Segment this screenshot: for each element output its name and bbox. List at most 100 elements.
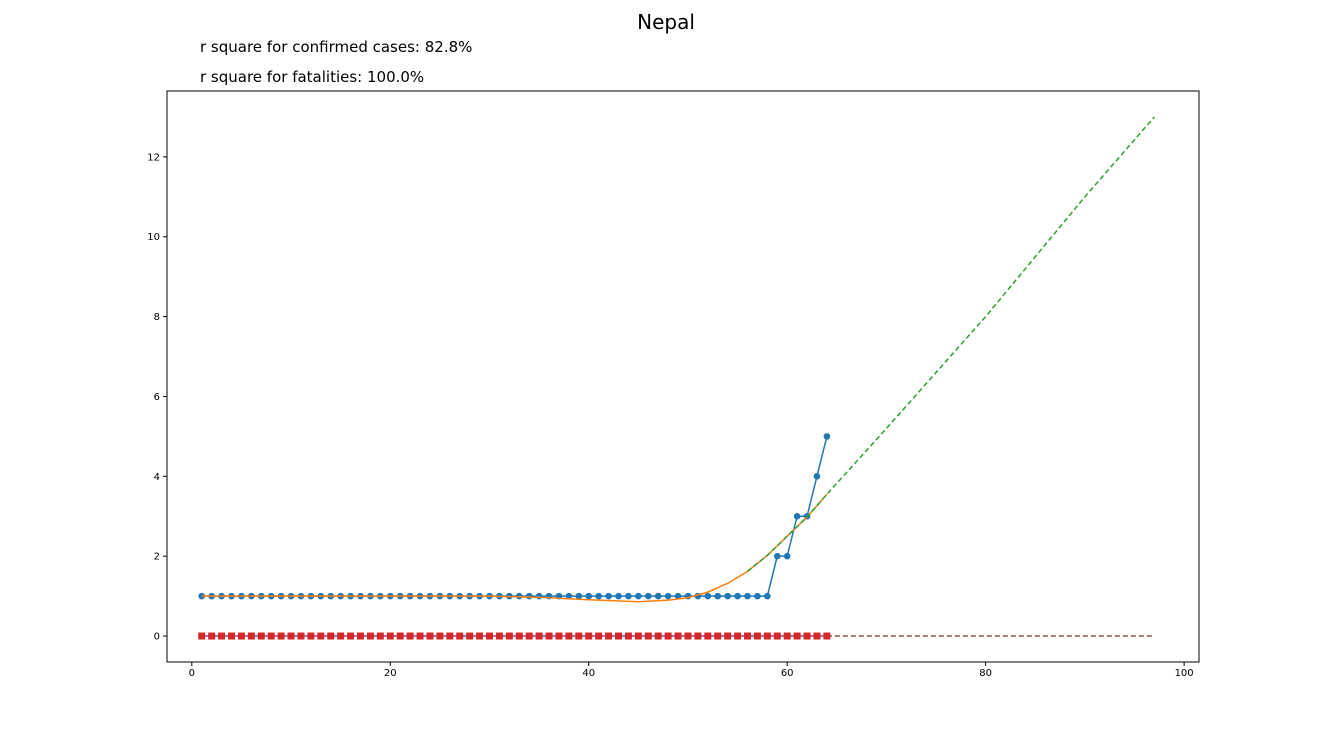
confirmed-point bbox=[674, 592, 682, 600]
confirmed-point bbox=[664, 592, 672, 600]
fatalities-point bbox=[396, 632, 404, 640]
fatalities-point bbox=[456, 632, 464, 640]
confirmed-point bbox=[525, 592, 533, 600]
fatalities-point bbox=[436, 632, 444, 640]
fatalities-point bbox=[247, 632, 255, 640]
fatalities-point bbox=[505, 632, 513, 640]
confirmed-point bbox=[744, 592, 751, 600]
fatalities-point bbox=[704, 632, 712, 640]
confirmed-point bbox=[813, 473, 821, 480]
confirmed-point bbox=[714, 592, 722, 600]
fatalities-point bbox=[753, 632, 761, 640]
fatalities-point bbox=[277, 632, 285, 640]
fatalities-point bbox=[237, 632, 245, 640]
fatalities-point bbox=[376, 632, 384, 640]
y-tick-label: 4 bbox=[154, 472, 160, 483]
fatalities-point bbox=[555, 632, 563, 640]
fatalities-point bbox=[495, 632, 503, 640]
confirmed-point bbox=[625, 592, 632, 600]
confirmed-point bbox=[764, 592, 771, 600]
fatalities-point bbox=[347, 632, 355, 640]
confirmed-point bbox=[724, 592, 731, 600]
fatalities-point bbox=[793, 632, 801, 640]
fatalities-point bbox=[684, 632, 692, 640]
fatalities-point bbox=[615, 632, 622, 640]
fatalities-point bbox=[823, 632, 831, 640]
x-tick-label: 60 bbox=[781, 668, 794, 679]
y-tick-label: 10 bbox=[147, 232, 160, 243]
fatalities-point bbox=[267, 632, 275, 640]
fatalities-point bbox=[674, 632, 682, 640]
confirmed-point bbox=[793, 512, 801, 520]
fatalities-point bbox=[307, 632, 315, 640]
confirmed-point bbox=[773, 552, 781, 560]
y-tick-label: 0 bbox=[154, 632, 160, 643]
y-tick-label: 8 bbox=[154, 312, 160, 323]
confirmed-point bbox=[654, 592, 662, 600]
fatalities-point bbox=[466, 632, 474, 640]
fatalities-point bbox=[406, 632, 414, 640]
confirmed-projection-line bbox=[747, 116, 1155, 572]
confirmed-point bbox=[565, 592, 573, 600]
confirmed-point bbox=[585, 592, 593, 600]
fatalities-point bbox=[525, 632, 533, 640]
fatalities-point bbox=[664, 632, 672, 640]
confirmed-point bbox=[783, 552, 791, 560]
fatalities-point bbox=[585, 632, 593, 640]
fatalities-point bbox=[545, 632, 553, 640]
fatalities-point bbox=[535, 632, 543, 640]
fatalities-point bbox=[783, 632, 791, 640]
confirmed-series-line bbox=[201, 436, 828, 597]
chart-title: Nepal bbox=[637, 10, 695, 34]
x-tick-label: 40 bbox=[582, 668, 595, 679]
x-tick-label: 20 bbox=[384, 668, 397, 679]
fatalities-point bbox=[297, 632, 305, 640]
fatalities-point bbox=[624, 632, 632, 640]
fatalities-point bbox=[386, 632, 394, 640]
fatalities-point bbox=[724, 632, 732, 640]
fatalities-point bbox=[357, 632, 364, 640]
confirmed-point bbox=[754, 592, 761, 600]
confirmed-point bbox=[595, 592, 602, 600]
fatalities-point bbox=[317, 632, 325, 640]
fatalities-point bbox=[287, 632, 295, 640]
fatalities-point bbox=[515, 632, 523, 640]
fatalities-point bbox=[644, 632, 652, 640]
confirmed-point bbox=[535, 592, 543, 600]
fatalities-point bbox=[228, 632, 235, 640]
confirmed-point bbox=[734, 592, 741, 600]
confirmed-point bbox=[575, 592, 583, 600]
confirmed-point bbox=[605, 592, 612, 600]
fatalities-point bbox=[575, 632, 583, 640]
annotation-r-square-confirmed: r square for confirmed cases: 82.8% bbox=[200, 38, 473, 56]
annotation-r-square-fatalities: r square for fatalities: 100.0% bbox=[200, 68, 425, 86]
fatalities-point bbox=[803, 632, 811, 640]
fatalities-point bbox=[714, 632, 722, 640]
fatalities-point bbox=[337, 632, 345, 640]
plot-content bbox=[198, 116, 1155, 640]
confirmed-point bbox=[823, 433, 831, 440]
fatalities-point bbox=[198, 632, 206, 640]
fatalities-point bbox=[257, 632, 265, 640]
fatalities-point bbox=[208, 632, 216, 640]
fatalities-point bbox=[565, 632, 573, 640]
confirmed-fit-line bbox=[201, 493, 828, 603]
confirmed-point bbox=[635, 592, 642, 600]
x-tick-label: 100 bbox=[1175, 668, 1194, 679]
y-tick-label: 6 bbox=[154, 392, 160, 403]
plot-frame bbox=[166, 90, 1200, 663]
confirmed-point bbox=[615, 592, 622, 600]
fatalities-point bbox=[366, 632, 374, 640]
fatalities-point bbox=[634, 632, 642, 640]
confirmed-point bbox=[704, 592, 712, 600]
y-tick-label: 2 bbox=[154, 552, 160, 563]
confirmed-point bbox=[644, 592, 652, 600]
fatalities-point bbox=[605, 632, 613, 640]
fatalities-point bbox=[426, 632, 434, 640]
fatalities-point bbox=[327, 632, 335, 640]
fatalities-point bbox=[416, 632, 424, 640]
fatalities-point bbox=[744, 632, 751, 640]
fatalities-point bbox=[476, 632, 484, 640]
fatalities-point bbox=[595, 632, 603, 640]
